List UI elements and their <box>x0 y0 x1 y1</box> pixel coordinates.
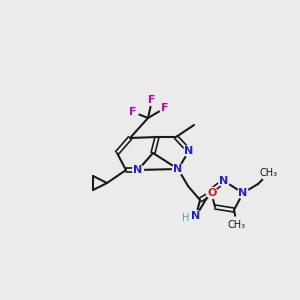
Circle shape <box>146 94 158 106</box>
Text: N: N <box>191 211 201 221</box>
Text: N: N <box>184 146 194 156</box>
Text: N: N <box>219 176 229 186</box>
Text: F: F <box>161 103 169 113</box>
Circle shape <box>261 165 277 181</box>
Circle shape <box>160 103 170 113</box>
Text: CH₃: CH₃ <box>260 168 278 178</box>
Circle shape <box>128 106 139 118</box>
Text: F: F <box>129 107 137 117</box>
Circle shape <box>229 217 245 233</box>
Text: N: N <box>238 188 247 198</box>
Circle shape <box>172 164 184 175</box>
Circle shape <box>206 188 218 199</box>
Circle shape <box>184 146 194 157</box>
Text: H: H <box>182 213 190 223</box>
Text: N: N <box>134 165 142 175</box>
Text: F: F <box>148 95 156 105</box>
Text: O: O <box>207 188 217 198</box>
Text: N: N <box>173 164 183 174</box>
Circle shape <box>190 211 202 221</box>
Text: CH₃: CH₃ <box>228 220 246 230</box>
Circle shape <box>218 176 230 187</box>
Circle shape <box>238 188 248 199</box>
Circle shape <box>133 164 143 175</box>
